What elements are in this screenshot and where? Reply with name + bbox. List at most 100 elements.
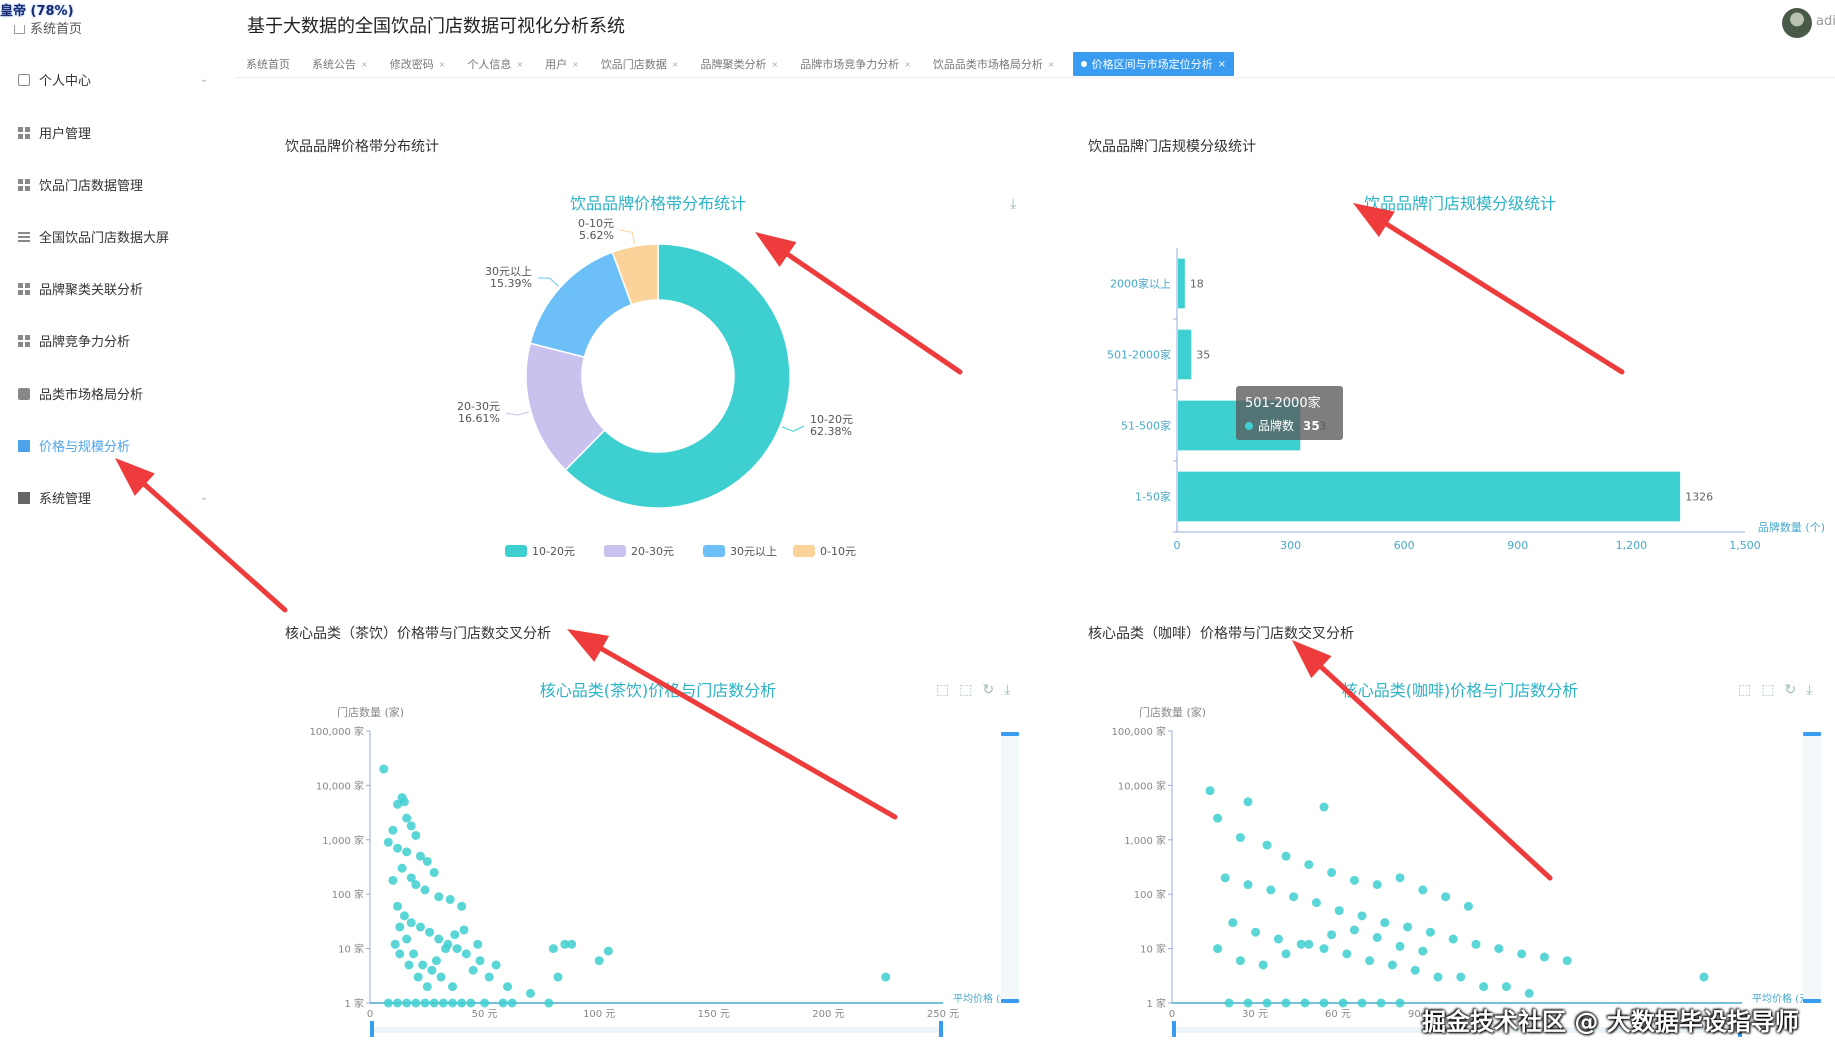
scatter-point[interactable] <box>1334 906 1344 916</box>
scatter-point[interactable] <box>383 837 393 847</box>
sidebar-item-user-management[interactable]: 用户管理 <box>18 123 208 142</box>
zoom-icon[interactable]: ⬚ <box>1738 682 1752 698</box>
scatter-point[interactable] <box>1338 998 1348 1008</box>
scatter-point[interactable] <box>1304 939 1314 949</box>
x-zoom-handle-left[interactable] <box>370 1021 374 1037</box>
bar[interactable] <box>1178 329 1192 380</box>
scatter-point[interactable] <box>422 856 432 866</box>
scatter-point[interactable] <box>404 960 414 970</box>
scatter-point[interactable] <box>418 960 428 970</box>
tab-category-market[interactable]: 饮品品类市场格局分析 × <box>929 53 1059 75</box>
scatter-point[interactable] <box>1300 998 1310 1008</box>
scatter-point[interactable] <box>1319 944 1329 954</box>
scatter-point[interactable] <box>475 956 485 966</box>
download-icon[interactable]: ⤓ <box>1010 196 1017 212</box>
scatter-point[interactable] <box>395 922 405 932</box>
scatter-point[interactable] <box>402 998 412 1008</box>
y-zoom-track[interactable] <box>1803 735 1821 1003</box>
scatter-point[interactable] <box>1380 918 1390 928</box>
scatter-point[interactable] <box>1205 786 1215 796</box>
y-zoom-handle-top[interactable] <box>1001 732 1019 736</box>
y-zoom-handle-top[interactable] <box>1803 732 1821 736</box>
scatter-point[interactable] <box>1349 925 1359 935</box>
scatter-point[interactable] <box>448 998 458 1008</box>
tab-password[interactable]: 修改密码 × <box>386 53 450 75</box>
scatter-point[interactable] <box>1289 892 1299 902</box>
zoom-reset-icon[interactable]: ⬚ <box>959 682 973 698</box>
scatter-point[interactable] <box>438 998 448 1008</box>
scatter-point[interactable] <box>1357 998 1367 1008</box>
scatter-point[interactable] <box>1296 939 1306 949</box>
close-icon[interactable]: × <box>904 59 911 69</box>
x-zoom-handle-right[interactable] <box>939 1021 943 1037</box>
legend-label[interactable]: 30元以上 <box>730 545 777 558</box>
refresh-icon[interactable]: ↻ <box>1784 682 1797 698</box>
scatter-point[interactable] <box>425 927 435 937</box>
scatter-point[interactable] <box>560 939 570 949</box>
scatter-point[interactable] <box>1243 998 1253 1008</box>
scatter-point[interactable] <box>1479 982 1489 992</box>
scatter-point[interactable] <box>1224 998 1234 1008</box>
scatter-point[interactable] <box>390 939 400 949</box>
scatter-point[interactable] <box>420 998 430 1008</box>
legend-swatch[interactable] <box>793 545 815 557</box>
x-zoom-track[interactable] <box>372 1027 941 1033</box>
x-zoom-handle-right[interactable] <box>1738 1021 1742 1037</box>
scatter-point[interactable] <box>1235 956 1245 966</box>
scatter-point[interactable] <box>448 982 458 992</box>
scatter-point[interactable] <box>1395 998 1405 1008</box>
scatter-point[interactable] <box>1501 982 1511 992</box>
scatter-point[interactable] <box>429 998 439 1008</box>
scatter-point[interactable] <box>1213 813 1223 823</box>
scatter-point[interactable] <box>1235 833 1245 843</box>
scatter-point[interactable] <box>413 972 423 982</box>
close-icon[interactable]: × <box>671 59 679 69</box>
scatter-point[interactable] <box>1357 911 1367 921</box>
refresh-icon[interactable]: ↻ <box>982 682 995 698</box>
sidebar-item-brand-cluster[interactable]: 品牌聚类关联分析 <box>18 279 208 298</box>
scatter-point[interactable] <box>406 821 416 831</box>
scatter-point[interactable] <box>1262 840 1272 850</box>
scatter-point[interactable] <box>1266 885 1276 895</box>
scatter-point[interactable] <box>1262 998 1272 1008</box>
scatter-point[interactable] <box>1327 930 1337 940</box>
scatter-point[interactable] <box>1372 880 1382 890</box>
close-icon[interactable]: × <box>1047 59 1055 69</box>
scatter-point[interactable] <box>1243 797 1253 807</box>
scatter-point[interactable] <box>399 911 409 921</box>
scatter-point[interactable] <box>1220 873 1230 883</box>
scatter-point[interactable] <box>411 880 421 890</box>
scatter-point[interactable] <box>480 998 490 1008</box>
sidebar-item-brand-competition[interactable]: 品牌竞争力分析 <box>18 331 208 350</box>
scatter-point[interactable] <box>393 799 403 809</box>
tab-price-position[interactable]: 价格区间与市场定位分析 × <box>1072 52 1235 76</box>
scatter-point[interactable] <box>503 982 513 992</box>
scatter-point[interactable] <box>388 875 398 885</box>
scatter-point[interactable] <box>431 956 441 966</box>
x-zoom-handle-left[interactable] <box>1172 1021 1176 1037</box>
sidebar-item-big-screen[interactable]: 全国饮品门店数据大屏 <box>18 227 208 246</box>
scatter-point[interactable] <box>466 998 476 1008</box>
scatter-point[interactable] <box>445 894 455 904</box>
y-zoom-handle-bottom[interactable] <box>1803 999 1821 1003</box>
scatter-point[interactable] <box>427 965 437 975</box>
scatter-point[interactable] <box>1403 922 1413 932</box>
scatter-point[interactable] <box>397 792 407 802</box>
scatter-point[interactable] <box>1471 939 1481 949</box>
close-icon[interactable]: × <box>438 59 446 69</box>
scatter-point[interactable] <box>553 972 563 982</box>
close-icon[interactable]: × <box>516 59 524 69</box>
scatter-point[interactable] <box>393 843 403 853</box>
legend-swatch[interactable] <box>505 545 527 557</box>
scatter-point[interactable] <box>450 930 460 940</box>
scatter-point[interactable] <box>1281 851 1291 861</box>
scatter-point[interactable] <box>395 949 405 959</box>
scatter-point[interactable] <box>397 863 407 873</box>
y-zoom-handle-bottom[interactable] <box>1001 999 1019 1003</box>
scatter-point[interactable] <box>1376 998 1386 1008</box>
scatter-point[interactable] <box>434 934 444 944</box>
zoom-reset-icon[interactable]: ⬚ <box>1761 682 1775 698</box>
scatter-point[interactable] <box>1433 972 1443 982</box>
scatter-point[interactable] <box>388 825 398 835</box>
scatter-point[interactable] <box>468 965 478 975</box>
